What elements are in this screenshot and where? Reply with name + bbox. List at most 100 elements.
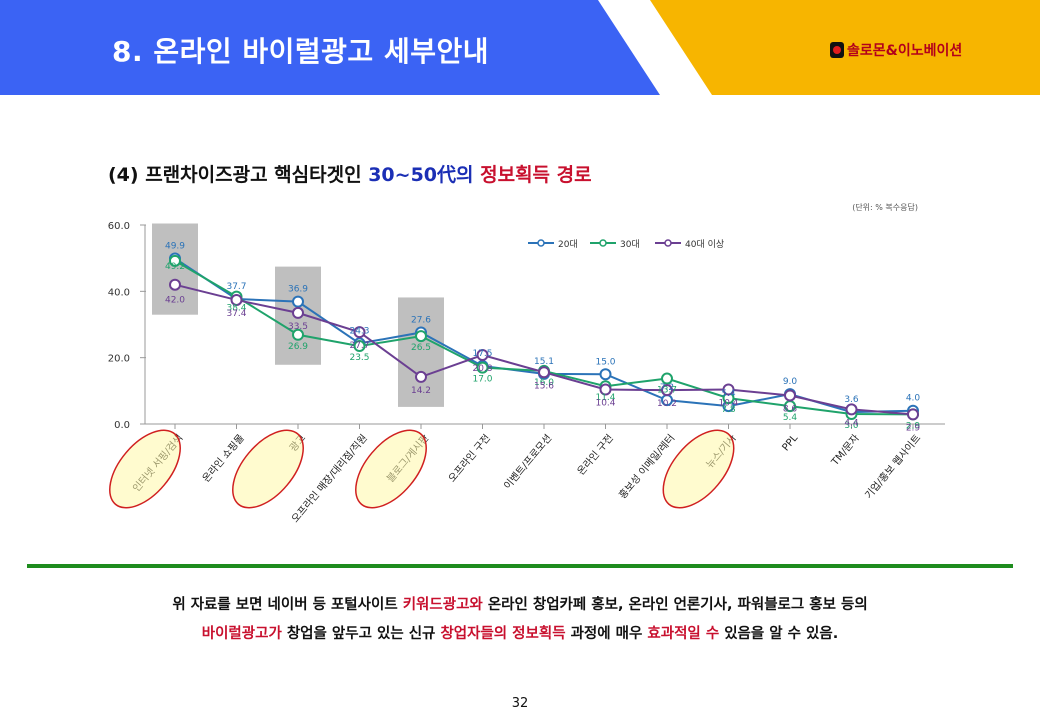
legend-label-0: 20대 [558,239,578,250]
data-label-s1-2: 26.9 [288,342,308,352]
series-2-point-5 [476,349,489,362]
series-2-point-12 [907,408,919,421]
data-label-s0-8: 7.2 [660,383,674,393]
series-0-point-7 [599,368,612,381]
x-category-label-5: 오프라인 구전 [446,432,493,484]
body-text-line1: 위 자료를 보면 네이버 등 포털사이트 키워드광고와 온라인 창업카페 홍보,… [0,593,1040,614]
category-highlight-ellipse-1 [232,429,304,509]
data-label-s0-6: 15.1 [534,357,554,367]
logo-text: 솔로몬&이노베이션 [847,43,963,59]
logo-icon [830,42,844,58]
data-label-s1-3: 23.5 [349,353,369,363]
x-category-label-6: 이벤트/프로모션 [502,432,555,492]
line2-segment-3: 과정에 매우 [565,626,648,642]
series-2-point-1 [230,293,243,306]
data-label-s0-0: 49.9 [165,241,185,251]
data-label-s1-7: 11.4 [595,393,615,403]
series-0-point-2 [292,295,304,308]
data-label-s1-11: 3.0 [844,421,859,431]
subtitle-part4: 정보획득 경로 [480,164,592,186]
series-2-point-10 [784,389,796,402]
data-label-s0-4: 27.6 [411,315,431,325]
highlight-box-2 [398,297,444,407]
data-label-s1-4: 26.5 [411,343,431,353]
legend-label-2: 40대 이상 [685,239,724,250]
legend-marker-2 [664,239,672,247]
data-label-s2-10: 8.6 [783,404,798,414]
section-divider [27,564,1013,568]
category-highlight-ellipse-3 [662,429,735,509]
data-label-s0-1: 37.7 [226,282,246,292]
category-highlight-ellipse-2 [355,429,427,509]
line2-segment-5: 있음을 알 수 있음. [719,626,839,642]
series-1-point-2 [292,328,304,341]
data-label-s2-0: 42.0 [165,296,185,306]
section-subtitle: (4) 프랜차이즈광고 핵심타겟인 30~50代의 정보획득 경로 [108,160,592,187]
series-2-point-2 [292,306,304,319]
series-1-point-5 [476,361,489,374]
legend-marker-1 [599,239,607,247]
header-background [0,0,1040,95]
data-label-s2-4: 14.2 [411,386,431,396]
line2-segment-0: 바이럴광고가 [201,626,282,642]
data-label-s1-10: 5.4 [783,413,798,423]
legend-label-1: 30대 [620,239,640,250]
data-label-s1-8: 13.7 [657,386,677,396]
series-1-point-8 [661,372,673,385]
data-label-s0-3: 24.3 [349,326,369,336]
data-label-s1-12: 2.9 [906,421,921,431]
data-label-s0-7: 15.0 [595,357,615,367]
x-category-label-12: 기업/홍보 웹사이트 [862,432,923,502]
x-category-label-7: 온라인 구전 [575,432,616,477]
line1-segment-1: 키워드광고와 [402,597,483,613]
y-tick-label-1: 20.0 [108,354,130,365]
data-label-s0-12: 4.0 [906,394,921,404]
data-label-s0-11: 3.6 [844,395,859,405]
data-label-s2-1: 37.4 [226,309,246,319]
data-label-s2-12: 2.9 [906,423,921,433]
series-2-point-6 [538,366,550,379]
data-label-s0-9: 5.4 [721,389,736,399]
data-label-s2-9: 10.4 [718,399,738,409]
line2-segment-2: 창업자들의 정보획득 [440,626,566,642]
y-tick-label-0: 0.0 [114,420,130,431]
data-label-s2-5: 20.8 [472,364,492,374]
legend-marker-0 [537,239,545,247]
x-category-label-11: TM/문자 [828,432,861,468]
data-label-s2-2: 33.5 [288,322,308,332]
line1-segment-2: 온라인 창업카페 홍보, 온라인 언론기사, 파워블로그 홍보 등의 [482,597,868,613]
data-label-s2-3: 27.7 [349,341,369,351]
series-2-point-4 [415,370,427,383]
data-label-s1-5: 17.0 [472,375,492,385]
data-label-s1-9: 7.8 [721,405,736,415]
data-label-s2-11: 4.4 [844,418,859,428]
data-label-s2-7: 10.4 [595,399,615,409]
y-tick-label-3: 60.0 [108,221,130,232]
page-title: 8. 온라인 바이럴광고 세부안내 [112,35,489,68]
series-2-point-0 [169,278,181,291]
series-2-point-11 [845,403,858,416]
line2-segment-1: 창업을 앞두고 있는 신규 [281,626,441,642]
data-label-s2-6: 15.6 [534,381,554,391]
data-label-s1-6: 16.0 [534,378,554,388]
subtitle-part2: 30~50代의 [368,164,474,186]
data-label-s0-2: 36.9 [288,285,308,295]
company-logo: 솔로몬&이노베이션 [830,40,962,60]
page-number: 32 [511,696,529,711]
data-label-s1-0: 49.2 [165,262,185,272]
y-tick-label-2: 40.0 [108,287,130,298]
data-label-s1-1: 38.4 [226,304,246,314]
series-1-point-0 [169,254,181,267]
header-banner: 8. 온라인 바이럴광고 세부안내 솔로몬&이노베이션 [0,0,1040,95]
line2-segment-4: 효과적일 수 [647,626,720,642]
series-2-point-7 [599,383,612,396]
unit-note: (단위: % 복수응답) [852,202,918,212]
category-highlight-ellipse-0 [109,429,181,509]
series-2-point-9 [722,383,735,396]
series-2-point-3 [353,326,366,339]
subtitle-part1: (4) 프랜차이즈광고 핵심타겟인 [108,164,369,186]
line-chart: 0.0 20.0 40.0 60.0 (단위: % 복수응답) 20대 30대 40대 이상 4… [108,202,945,525]
line1-segment-0: 위 자료를 보면 네이버 등 포털사이트 [172,597,403,613]
data-label-s2-8: 10.2 [657,399,677,409]
body-text-line2: 바이럴광고가 창업을 앞두고 있는 신규 창업자들의 정보획득 과정에 매우 효… [0,622,1040,643]
